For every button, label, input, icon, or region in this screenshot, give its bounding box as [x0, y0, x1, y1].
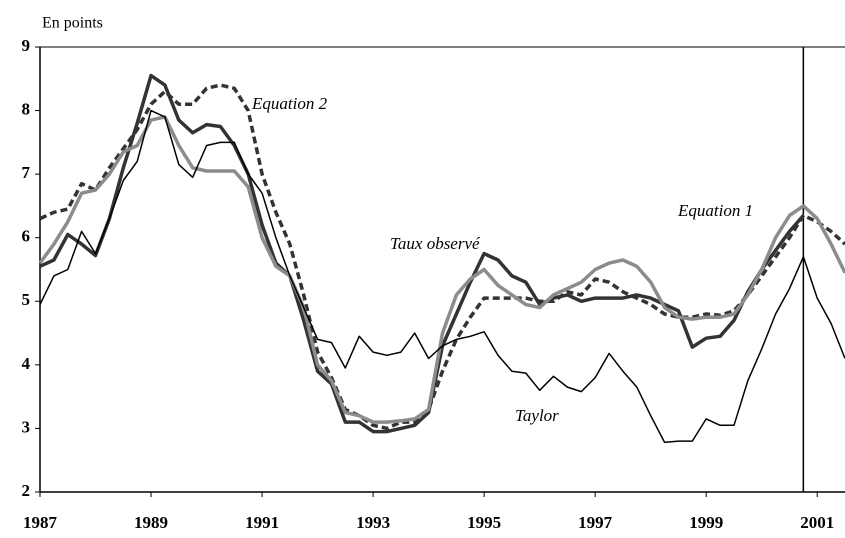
series-label: Equation 2 [251, 94, 328, 113]
y-tick-label: 3 [22, 417, 31, 436]
y-tick-label: 5 [22, 290, 31, 309]
x-tick-label: 2001 [800, 513, 834, 532]
series-label: Taylor [515, 406, 559, 425]
y-tick-label: 9 [22, 36, 31, 55]
x-tick-label: 1993 [356, 513, 390, 532]
series-line [39, 109, 845, 444]
y-tick-label: 6 [22, 227, 31, 246]
series-label: Equation 1 [677, 201, 753, 220]
series-label: Taux observé [390, 234, 481, 253]
x-tick-label: 1995 [467, 513, 501, 532]
y-axis-label: En points [42, 15, 103, 32]
x-tick-label: 1987 [23, 513, 58, 532]
y-tick-label: 8 [22, 99, 31, 118]
x-tick-label: 1999 [689, 513, 723, 532]
series-line [39, 73, 805, 434]
y-tick-label: 4 [22, 354, 31, 373]
series-line [38, 115, 845, 424]
y-tick-label: 7 [22, 163, 31, 182]
y-tick-label: 2 [22, 481, 31, 500]
series-line [39, 83, 845, 431]
x-tick-label: 1997 [578, 513, 613, 532]
x-tick-label: 1989 [134, 513, 168, 532]
x-tick-label: 1991 [245, 513, 279, 532]
